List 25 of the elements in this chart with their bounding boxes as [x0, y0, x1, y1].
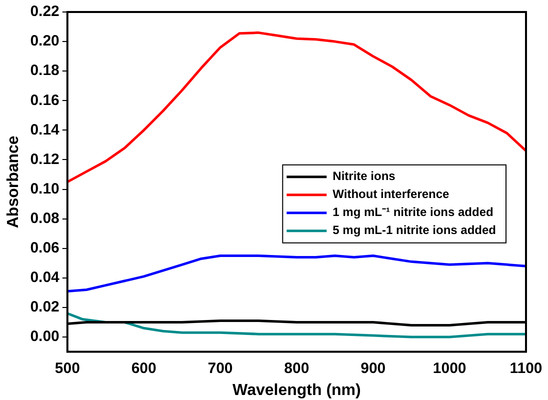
y-tick-label: 0.12	[30, 150, 60, 168]
x-tick-label: 1100	[510, 360, 542, 377]
y-tick-label: 0.02	[30, 298, 60, 316]
y-tick-label: 0.22	[30, 3, 60, 20]
x-axis-title: Wavelength (nm)	[232, 382, 361, 399]
x-tick-label: 1000	[432, 360, 466, 377]
x-tick-label: 800	[284, 360, 310, 377]
y-tick-label: 0.06	[30, 240, 60, 257]
y-tick-label: 0.04	[30, 269, 60, 286]
legend-label: 5 mg mL-1 nitrite ions added	[332, 223, 496, 238]
x-tick-label: 700	[208, 360, 233, 377]
y-tick-label: 0.10	[30, 180, 60, 198]
x-tick-label: 500	[54, 360, 80, 377]
y-tick-label: 0.14	[30, 121, 60, 138]
y-tick-label: 0.20	[30, 32, 60, 50]
y-tick-label: 0.18	[30, 62, 60, 80]
legend-label: Without interference	[332, 187, 450, 202]
y-tick-label: 0.08	[30, 210, 60, 227]
y-tick-label: 0.00	[30, 328, 60, 346]
y-axis-title: Absorbance	[5, 136, 22, 228]
x-tick-label: 900	[360, 360, 386, 377]
legend-label: Nitrite ions	[332, 169, 396, 184]
y-tick-label: 0.16	[30, 92, 60, 109]
x-tick-label: 600	[131, 360, 156, 377]
legend-label: 1 mg mL⁻¹ nitrite ions added	[332, 205, 494, 220]
